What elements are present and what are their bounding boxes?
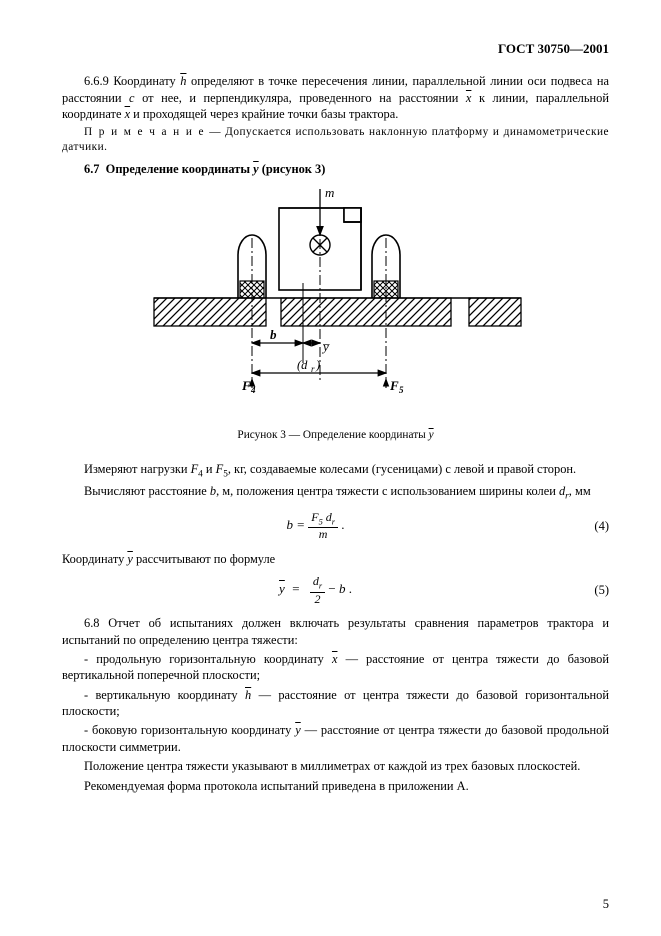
label-b: b: [270, 327, 277, 342]
section-6-7-title: 6.7 Определение координаты y (рисунок 3): [62, 161, 609, 177]
para-6-6-9: 6.6.9 Координату h определяют в точке пе…: [62, 73, 609, 122]
note-label: П р и м е ч а н и е: [84, 126, 205, 138]
label-F4: F: [241, 378, 251, 393]
para-calc-b: Вычисляют расстояние b, м, положения цен…: [62, 483, 609, 503]
para-measure: Измеряют нагрузки F4 и F5, кг, создаваем…: [62, 461, 609, 481]
formula-5-number: (5): [569, 582, 609, 599]
formula-5: y = dr2 − b . (5): [62, 575, 609, 605]
label-m: m: [325, 185, 334, 200]
bullet-y: - боковую горизонтальную координату y — …: [62, 722, 609, 755]
label-dr-sub: r: [311, 364, 315, 374]
figure-3-caption: Рисунок 3 — Определение координаты y: [62, 428, 609, 443]
bullet-x: - продольную горизонтальную координату x…: [62, 651, 609, 684]
formula-4: b = F5 drm . (4): [62, 511, 609, 541]
document-id: ГОСТ 30750—2001: [62, 40, 609, 57]
svg-text:4: 4: [250, 385, 256, 395]
figure-3: m b y̅ (d r ) F 4 F 5: [62, 183, 609, 417]
page-number: 5: [603, 896, 609, 913]
label-dr-close: ): [315, 358, 320, 372]
para-6-8: 6.8 Отчет об испытаниях должен включать …: [62, 615, 609, 648]
label-dr: (d: [297, 358, 308, 372]
bullet-h: - вертикальную координату h — расстояние…: [62, 687, 609, 720]
svg-text:5: 5: [399, 385, 404, 395]
figure-3-svg: m b y̅ (d r ) F 4 F 5: [146, 183, 526, 413]
formula-4-number: (4): [569, 518, 609, 535]
para-coord-y: Координату y рассчитывают по формуле: [62, 551, 609, 567]
para-form: Рекомендуемая форма протокола испытаний …: [62, 778, 609, 794]
label-y: y̅: [321, 339, 330, 354]
label-F5: F: [389, 378, 399, 393]
para-position: Положение центра тяжести указывают в мил…: [62, 758, 609, 774]
note-6-6-9: П р и м е ч а н и е — Допускается исполь…: [62, 125, 609, 155]
